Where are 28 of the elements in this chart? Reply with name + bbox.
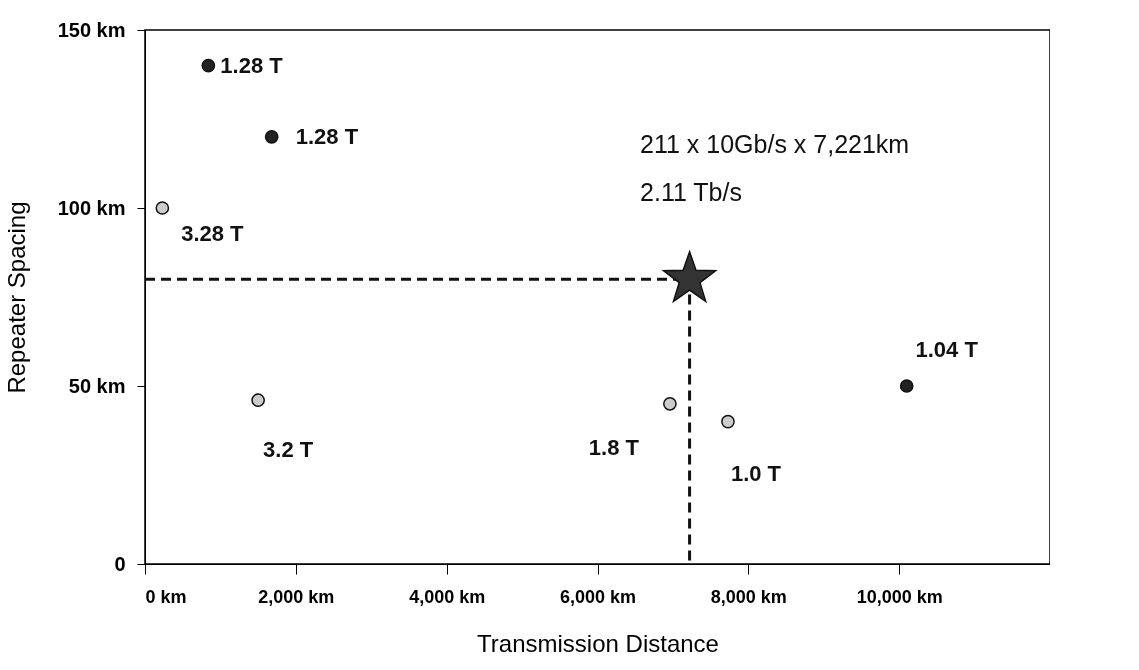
annotation: 1.28 T [220,52,284,78]
point [251,393,265,408]
point [155,201,170,215]
annotation: 211 x 10Gb/s x 7,221km [640,130,910,158]
annotation: 1.8 T [588,434,640,460]
x-tick-label: 4,000 km [409,586,486,607]
point [201,58,216,73]
y-tick-label: 50 km [68,374,126,397]
point [264,129,279,144]
x-tick-label: 2,000 km [258,586,335,607]
point [899,379,914,393]
point [663,396,677,411]
annotation: 1.0 T [730,460,782,486]
annotation: 3.2 T [263,437,314,463]
x-tick-label: 10,000 km [856,586,943,607]
y-axis-title: Repeater Spacing [2,201,30,394]
annotation: 1.28 T [295,123,359,149]
x-tick-label: 6,000 km [559,586,637,607]
annotation: 3.28 T [181,221,245,246]
point [721,414,735,429]
y-tick-label: 150 km [57,18,126,41]
x-axis-title: Transmission Distance [477,629,719,657]
annotation: 2.11 Tb/s [640,178,742,206]
y-tick-label: 100 km [57,196,126,219]
annotation: 1.04 T [915,337,979,362]
x-tick-label: 0 km [145,586,187,607]
x-tick-label: 8,000 km [710,586,787,607]
y-tick-label: 0 [114,552,126,575]
